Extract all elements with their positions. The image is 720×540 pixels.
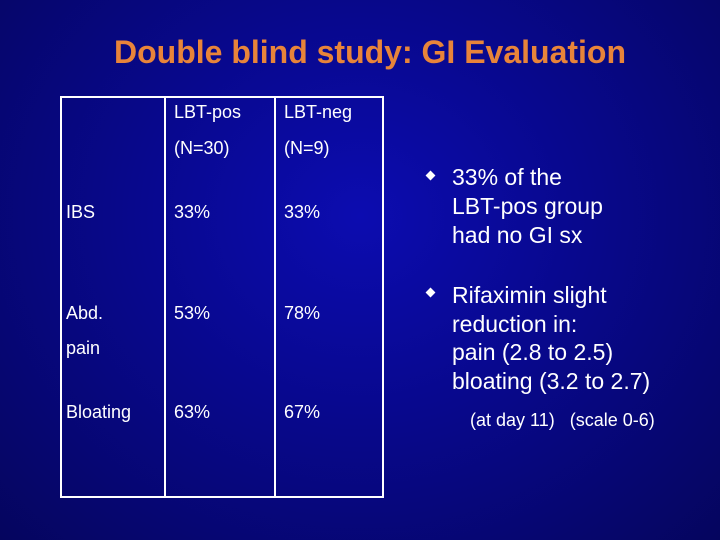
table-left-border xyxy=(60,96,62,498)
cell-pain-lbt-neg: 78% xyxy=(284,303,321,323)
bullet-2-line-1: Rifaximin slight xyxy=(452,282,607,308)
cell-bloating-lbt-neg: 67% xyxy=(284,402,321,422)
header-lbt-neg: LBT-neg xyxy=(284,102,353,122)
bullet-1-line-1: 33% of the xyxy=(452,164,562,190)
table-top-border xyxy=(60,96,384,98)
table-divider-2 xyxy=(274,96,276,498)
bullet-1-line-3: had no GI sx xyxy=(452,222,583,248)
scale-note: (at day 11) (scale 0-6) xyxy=(470,410,655,430)
table-divider-1 xyxy=(164,96,166,498)
slide-title: Double blind study: GI Evaluation xyxy=(113,34,626,70)
table-bottom-border xyxy=(60,496,384,498)
cell-pain-lbt-pos: 53% xyxy=(174,303,211,323)
cell-ibs-lbt-neg: 33% xyxy=(284,202,321,222)
cell-bloating-lbt-pos: 63% xyxy=(174,402,211,422)
cell-ibs-lbt-pos: 33% xyxy=(174,202,211,222)
bullet-icon xyxy=(425,170,436,181)
bullet-2-line-2: reduction in: xyxy=(452,311,578,337)
row-label-bloating: Bloating xyxy=(66,402,132,422)
header-lbt-pos: LBT-pos xyxy=(174,102,242,122)
bullet-1-line-2: LBT-pos group xyxy=(452,193,603,219)
bullet-icon xyxy=(425,287,436,298)
header-lbt-pos-n: (N=30) xyxy=(174,138,230,158)
row-label-ibs: IBS xyxy=(66,202,96,222)
bullet-2-line-3: pain (2.8 to 2.5) xyxy=(452,339,614,365)
table-right-border xyxy=(382,96,384,498)
row-label-abd: Abd. xyxy=(66,303,104,323)
bullet-2-line-4: bloating (3.2 to 2.7) xyxy=(452,368,651,394)
header-lbt-neg-n: (N=9) xyxy=(284,138,330,158)
row-label-pain: pain xyxy=(66,338,101,358)
